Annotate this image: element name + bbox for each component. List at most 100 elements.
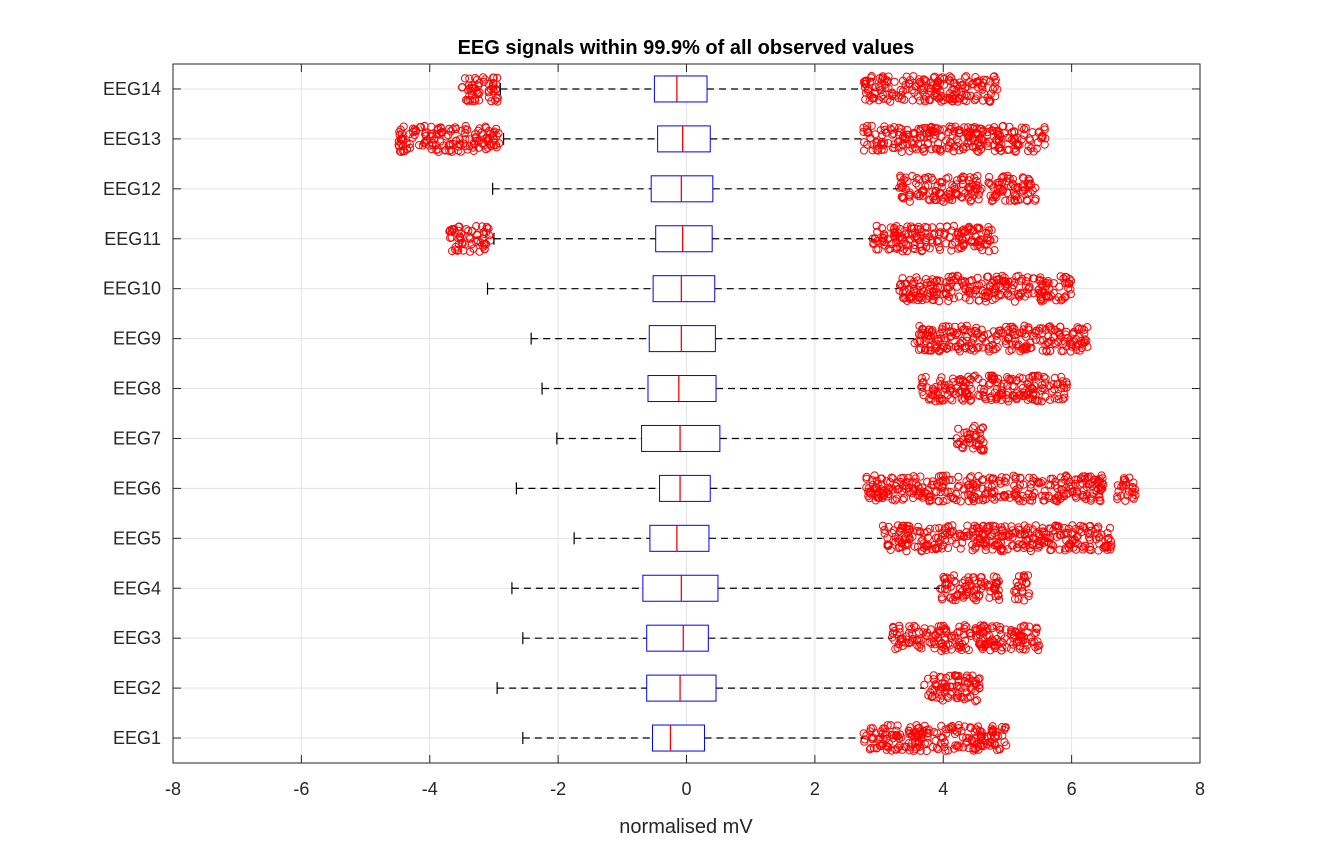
outlier-point xyxy=(916,84,926,93)
outlier-point xyxy=(1096,497,1105,506)
outlier-point xyxy=(938,595,947,604)
outlier-point xyxy=(1013,182,1022,191)
outlier-point xyxy=(1008,533,1017,542)
outlier-point xyxy=(1119,476,1128,485)
outlier-point xyxy=(998,122,1007,131)
outlier-point xyxy=(1041,134,1050,143)
outlier-point xyxy=(427,130,436,139)
outlier-point xyxy=(958,175,967,185)
outlier-point xyxy=(948,374,958,383)
y-tick-label: EEG1 xyxy=(113,728,161,748)
outlier-point xyxy=(992,622,1001,631)
outlier-point xyxy=(1026,484,1035,493)
outlier-point xyxy=(1079,543,1088,552)
outlier-point xyxy=(918,387,927,396)
outlier-point xyxy=(946,137,955,147)
outlier-point xyxy=(1008,374,1017,383)
outlier-point xyxy=(931,488,940,497)
outlier-point xyxy=(464,226,473,235)
outlier-point xyxy=(1097,530,1106,539)
outlier-point xyxy=(1088,477,1097,487)
outlier-point xyxy=(907,638,916,647)
outlier-point xyxy=(1001,625,1010,634)
boxplot-eeg11 xyxy=(445,221,999,256)
outlier-point xyxy=(918,493,927,502)
outlier-point xyxy=(954,375,963,384)
outlier-point xyxy=(473,236,482,245)
outlier-point xyxy=(936,145,945,154)
outlier-point xyxy=(462,95,471,105)
outlier-point xyxy=(963,139,972,148)
outlier-point xyxy=(916,225,925,234)
outlier-point xyxy=(960,388,970,397)
outlier-point xyxy=(473,88,482,97)
outlier-point xyxy=(946,190,955,199)
outlier-point xyxy=(913,296,922,305)
outlier-point xyxy=(419,139,429,148)
outlier-point xyxy=(911,474,920,483)
outlier-point xyxy=(946,488,955,497)
outlier-point xyxy=(1057,332,1066,342)
outlier-point xyxy=(454,240,463,249)
outlier-point xyxy=(1064,284,1073,293)
outlier-point xyxy=(950,494,959,503)
outlier-point xyxy=(1028,492,1037,501)
outlier-point xyxy=(879,236,888,245)
outlier-point xyxy=(982,139,992,148)
outlier-point xyxy=(1092,486,1101,495)
outlier-point xyxy=(937,373,946,382)
outlier-point xyxy=(1007,135,1016,144)
outlier-point xyxy=(914,79,923,88)
outlier-point xyxy=(986,741,995,750)
outlier-point xyxy=(968,344,978,353)
outlier-point xyxy=(1001,322,1011,331)
outlier-point xyxy=(886,721,895,730)
outlier-point xyxy=(987,482,996,491)
outlier-point xyxy=(942,239,951,248)
outlier-point xyxy=(1060,393,1069,402)
outlier-point xyxy=(1019,572,1028,582)
outlier-point xyxy=(991,78,1000,87)
outlier-point xyxy=(970,727,979,737)
outlier-point xyxy=(902,547,911,556)
outlier-point xyxy=(943,528,952,538)
outlier-point xyxy=(888,130,897,139)
outlier-point xyxy=(1008,322,1017,331)
outlier-point xyxy=(940,229,949,238)
outlier-point xyxy=(886,97,895,106)
outlier-point xyxy=(970,96,979,105)
outlier-point xyxy=(872,245,881,254)
outlier-point xyxy=(950,729,960,739)
outlier-point xyxy=(1059,346,1068,355)
outlier-point xyxy=(1001,336,1010,345)
outlier-point xyxy=(986,77,995,86)
outlier-point xyxy=(1036,336,1045,345)
outlier-point xyxy=(1031,335,1041,344)
outlier-point xyxy=(942,174,951,183)
outlier-point xyxy=(400,147,409,156)
outlier-point xyxy=(898,247,907,256)
outlier-point xyxy=(977,573,986,582)
outlier-point xyxy=(971,441,980,450)
outlier-point xyxy=(396,125,405,134)
outlier-point xyxy=(872,483,882,492)
outlier-point xyxy=(882,488,891,497)
outlier-point xyxy=(912,173,921,183)
outlier-point xyxy=(895,286,904,295)
outlier-point xyxy=(936,536,945,545)
outlier-point xyxy=(1039,529,1048,538)
outlier-point xyxy=(1020,621,1029,630)
outlier-point xyxy=(891,244,900,253)
outlier-point xyxy=(917,374,926,383)
outlier-point xyxy=(903,524,912,534)
outlier-point xyxy=(1121,496,1130,505)
outlier-point xyxy=(954,330,963,339)
outlier-point xyxy=(1084,472,1093,481)
outlier-point xyxy=(1113,492,1122,501)
outlier-point xyxy=(976,425,986,434)
outlier-point xyxy=(918,191,927,200)
outlier-point xyxy=(442,132,451,141)
outlier-point xyxy=(959,743,968,752)
outlier-point xyxy=(1024,323,1033,332)
outlier-point xyxy=(920,487,929,497)
